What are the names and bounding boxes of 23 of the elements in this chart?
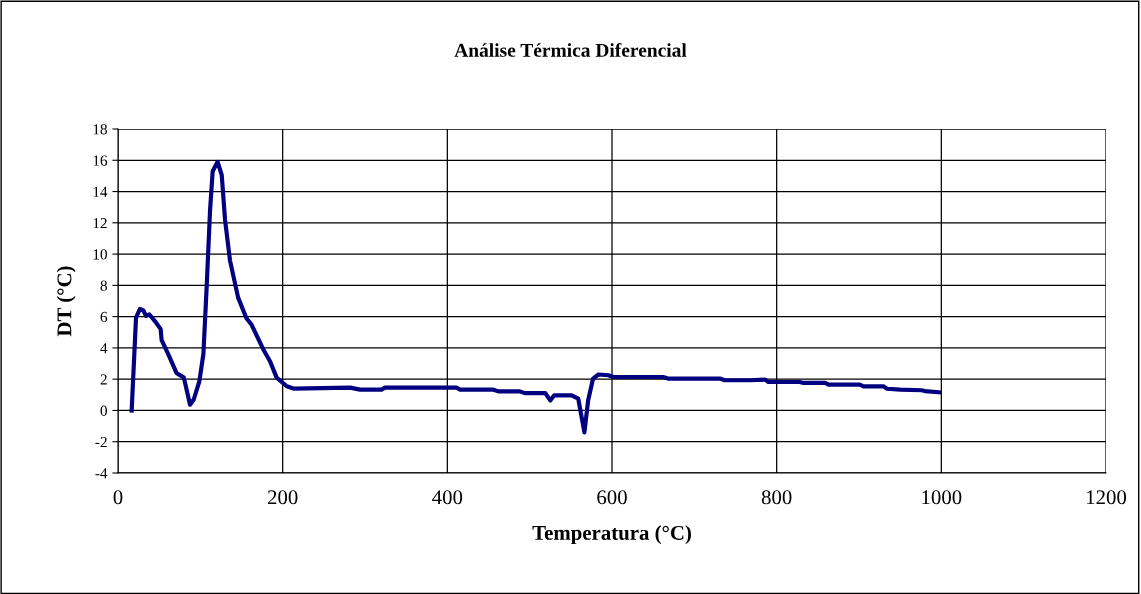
x-tick-label: 400 <box>432 490 463 505</box>
y-tick-label: 2 <box>100 374 107 385</box>
x-tick-label: 1000 <box>922 490 962 505</box>
y-tick-label: 16 <box>93 155 108 166</box>
y-tick-label: 12 <box>93 218 107 229</box>
x-tick-label: 200 <box>267 490 298 505</box>
y-tick-label: 0 <box>100 405 107 416</box>
y-tick-label: 10 <box>93 249 107 260</box>
y-axis-title: DT (°C) <box>56 266 76 337</box>
y-tick-label: 4 <box>100 343 108 354</box>
line-series <box>129 159 942 435</box>
x-tick-label: 0 <box>113 490 123 505</box>
y-tick-label: 18 <box>93 124 107 135</box>
x-tick-label: 1200 <box>1087 490 1127 505</box>
x-axis-title: Temperatura (°C) <box>532 525 691 545</box>
x-tick-label: 600 <box>597 490 627 505</box>
y-tick-label: 6 <box>100 311 108 323</box>
y-tick-label: -4 <box>95 468 108 479</box>
y-tick-label: 8 <box>100 280 107 291</box>
x-tick-label: 800 <box>761 490 792 505</box>
chart-title: Análise Térmica Diferencial <box>454 42 687 57</box>
y-tick-label: 14 <box>93 186 108 197</box>
y-tick-label: -2 <box>95 436 107 448</box>
